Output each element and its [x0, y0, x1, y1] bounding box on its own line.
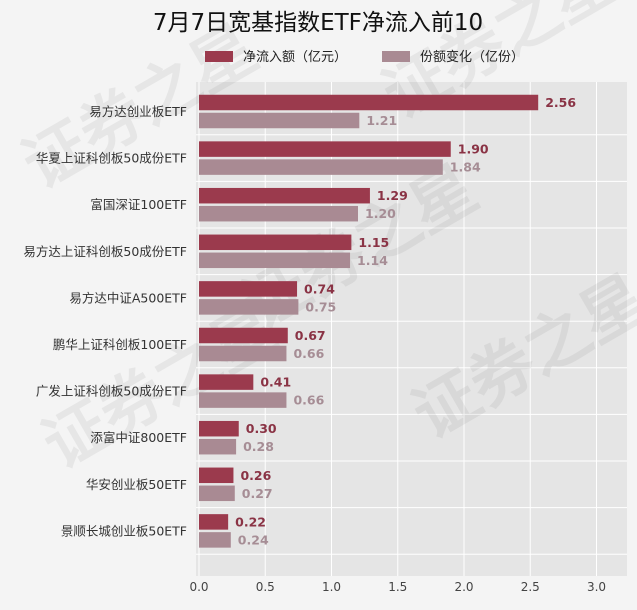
category-label: 鹏华上证科创板100ETF	[53, 337, 187, 352]
category-label: 易方达上证科创板50成份ETF	[23, 244, 187, 259]
value-label-net-inflow: 2.56	[545, 95, 576, 110]
value-label-share-change: 0.27	[242, 486, 273, 501]
bar-net-inflow	[199, 235, 351, 251]
value-label-net-inflow: 0.26	[240, 468, 271, 483]
legend-swatch	[382, 51, 410, 62]
x-tick-label: 0.0	[189, 580, 208, 594]
x-tick-label: 0.5	[256, 580, 275, 594]
bar-net-inflow	[199, 374, 253, 390]
bar-share-change	[199, 392, 286, 408]
value-label-share-change: 0.24	[238, 532, 269, 547]
bar-share-change	[199, 253, 350, 268]
bar-net-inflow	[199, 141, 451, 157]
value-label-net-inflow: 1.15	[358, 235, 389, 250]
category-label: 添富中证800ETF	[90, 430, 187, 445]
value-label-share-change: 1.20	[365, 206, 396, 221]
legend-label: 净流入额（亿元）	[243, 50, 347, 65]
bar-net-inflow	[199, 95, 538, 111]
category-label: 景顺长城创业板50ETF	[61, 523, 187, 538]
chart-title: 7月7日宽基指数ETF净流入前10	[153, 10, 483, 36]
bar-share-change	[199, 439, 236, 455]
bar-net-inflow	[199, 281, 297, 297]
category-label: 易方达创业板ETF	[89, 104, 187, 119]
bar-share-change	[199, 486, 235, 502]
bar-net-inflow	[199, 421, 239, 437]
category-label: 华安创业板50ETF	[86, 477, 187, 492]
x-tick-label: 1.5	[388, 580, 407, 594]
value-label-share-change: 0.28	[243, 439, 274, 454]
bar-net-inflow	[199, 328, 288, 344]
bar-net-inflow	[199, 514, 228, 530]
x-tick-label: 2.0	[454, 580, 473, 594]
value-label-net-inflow: 0.30	[246, 421, 277, 436]
category-label: 华夏上证科创板50成份ETF	[36, 151, 187, 166]
value-label-net-inflow: 0.22	[235, 514, 266, 529]
legend-swatch	[205, 51, 233, 62]
category-label: 易方达中证A500ETF	[69, 290, 187, 305]
value-label-net-inflow: 0.41	[260, 375, 291, 390]
legend: 净流入额（亿元） 份额变化（亿份）	[205, 49, 524, 65]
bar-share-change	[199, 159, 443, 175]
value-label-share-change: 0.66	[293, 393, 324, 408]
x-tick-label: 1.0	[322, 580, 341, 594]
bar-share-change	[199, 113, 359, 129]
value-label-net-inflow: 0.67	[295, 328, 326, 343]
value-label-share-change: 1.21	[366, 113, 397, 128]
bar-share-change	[199, 299, 298, 315]
value-label-net-inflow: 0.74	[304, 281, 335, 296]
x-axis-ticks: 0.0 0.5 1.0 1.5 2.0 2.5 3.0	[189, 580, 606, 594]
x-tick-label: 3.0	[587, 580, 606, 594]
value-label-net-inflow: 1.29	[377, 188, 408, 203]
bar-net-inflow	[199, 188, 370, 204]
value-label-share-change: 1.14	[357, 253, 388, 268]
value-label-share-change: 1.84	[450, 160, 481, 175]
bar-net-inflow	[199, 468, 233, 484]
value-label-share-change: 0.66	[293, 346, 324, 361]
category-label: 富国深证100ETF	[90, 197, 187, 212]
bar-share-change	[199, 206, 358, 222]
category-label: 广发上证科创板50成份ETF	[36, 384, 187, 399]
legend-label: 份额变化（亿份）	[420, 49, 524, 65]
value-label-share-change: 0.75	[305, 299, 336, 314]
value-label-net-inflow: 1.90	[458, 142, 489, 157]
x-tick-label: 2.5	[521, 580, 540, 594]
bar-share-change	[199, 532, 231, 548]
bar-share-change	[199, 346, 286, 362]
